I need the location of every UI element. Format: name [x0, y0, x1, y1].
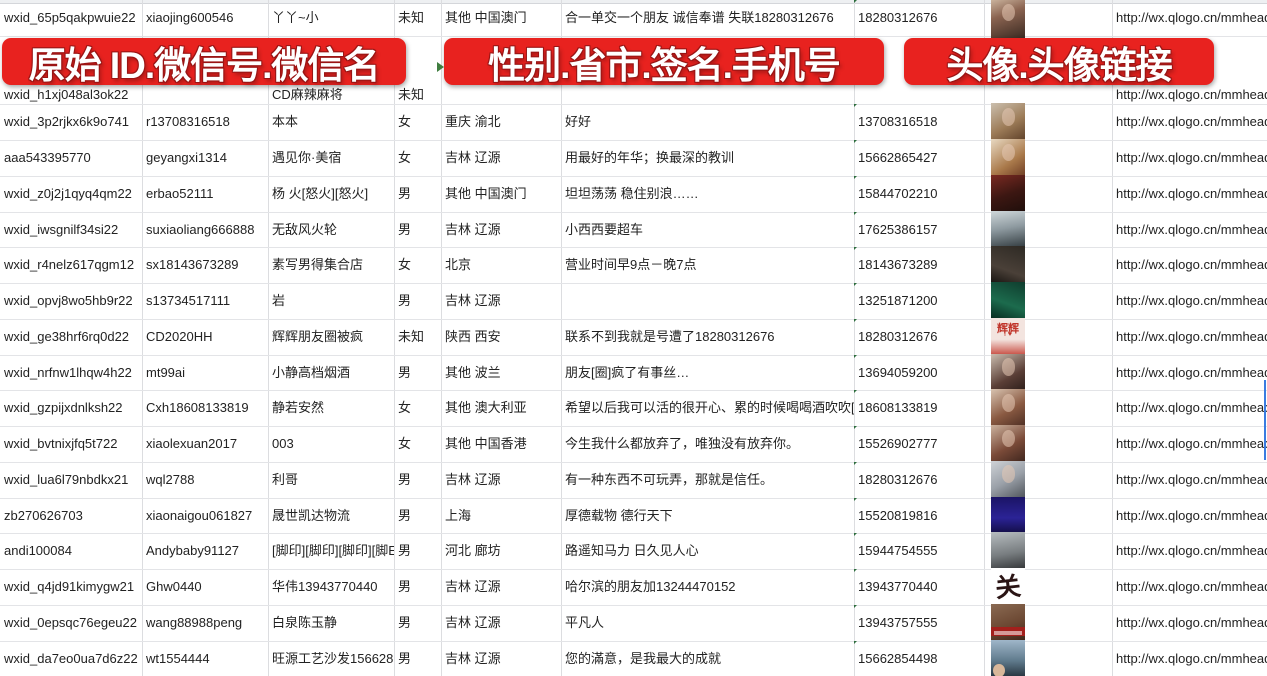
svg-text:关: 关: [994, 573, 1023, 604]
